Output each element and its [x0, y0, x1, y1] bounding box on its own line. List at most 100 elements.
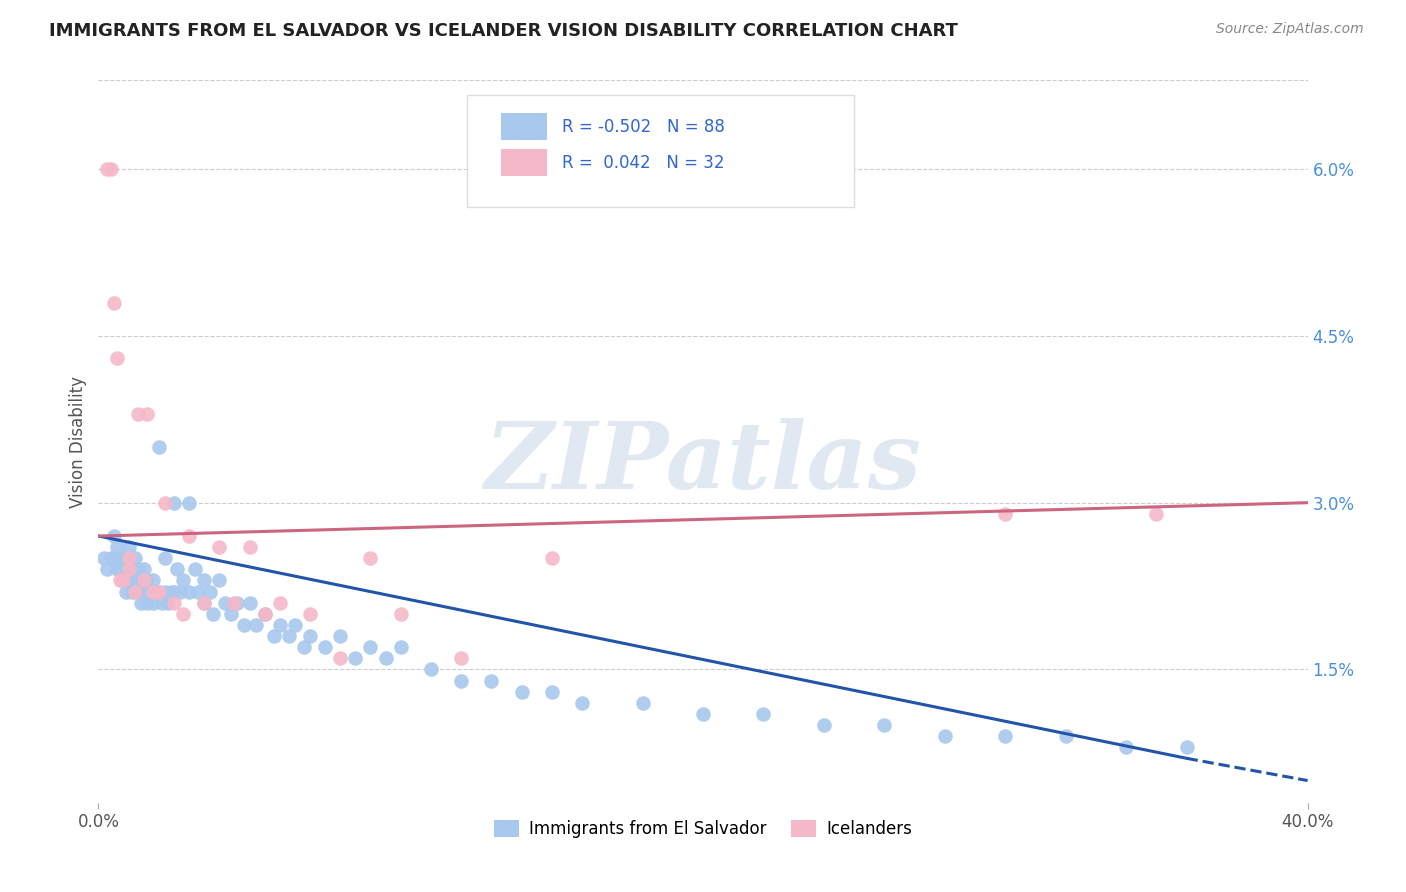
Point [314, 640, 336, 655]
Point [193, 596, 215, 610]
Point [118, 540, 141, 554]
Point [127, 562, 149, 576]
Point [344, 651, 367, 665]
Text: R =  0.042   N = 32: R = 0.042 N = 32 [561, 153, 724, 171]
Point [214, 596, 236, 610]
Point [93, 551, 115, 566]
Point [172, 607, 194, 621]
Point [153, 496, 176, 510]
Point [166, 562, 188, 576]
Point [129, 574, 152, 588]
Text: ZIPatlas: ZIPatlas [485, 418, 921, 508]
Point [277, 629, 299, 643]
Point [103, 551, 125, 566]
Point [299, 607, 322, 621]
Point [360, 640, 382, 655]
Point [813, 718, 835, 732]
Point [994, 507, 1017, 521]
Point [450, 673, 472, 688]
Point [96, 562, 118, 576]
Point [179, 584, 201, 599]
Point [124, 584, 146, 599]
Point [118, 551, 141, 566]
Point [105, 540, 128, 554]
Point [374, 651, 396, 665]
Text: Source: ZipAtlas.com: Source: ZipAtlas.com [1216, 22, 1364, 37]
Point [135, 596, 157, 610]
Point [481, 673, 503, 688]
Bar [501, 149, 547, 177]
Point [121, 584, 143, 599]
Point [135, 574, 157, 588]
Point [193, 596, 215, 610]
Point [450, 651, 472, 665]
Point [127, 584, 149, 599]
Point [202, 607, 225, 621]
Point [139, 584, 162, 599]
Point [631, 696, 654, 710]
Point [156, 596, 179, 610]
Point [100, 551, 122, 566]
Point [142, 574, 165, 588]
Point [132, 584, 155, 599]
Point [184, 562, 207, 576]
Point [114, 584, 136, 599]
Point [245, 618, 267, 632]
Point [269, 618, 291, 632]
Point [124, 574, 146, 588]
Point [96, 162, 118, 177]
Point [142, 596, 165, 610]
Point [221, 607, 243, 621]
Point [224, 596, 246, 610]
Point [200, 584, 222, 599]
Point [420, 662, 443, 676]
Point [153, 551, 176, 566]
Point [142, 584, 165, 599]
Point [232, 618, 254, 632]
Point [111, 551, 134, 566]
Point [105, 351, 128, 366]
Point [108, 562, 131, 576]
Point [1115, 740, 1137, 755]
Point [100, 162, 122, 177]
Point [253, 607, 276, 621]
Point [111, 574, 134, 588]
Point [111, 574, 134, 588]
Point [163, 584, 186, 599]
Legend: Immigrants from El Salvador, Icelanders: Immigrants from El Salvador, Icelanders [486, 814, 920, 845]
Bar [501, 112, 547, 140]
Point [172, 574, 194, 588]
Point [160, 584, 183, 599]
Point [752, 706, 775, 721]
Point [329, 629, 352, 643]
Point [226, 596, 249, 610]
Point [269, 596, 291, 610]
Point [121, 562, 143, 576]
Point [239, 540, 262, 554]
Point [994, 729, 1017, 743]
Point [1054, 729, 1077, 743]
Point [132, 562, 155, 576]
Point [934, 729, 956, 743]
FancyBboxPatch shape [467, 95, 855, 207]
Point [148, 584, 170, 599]
Point [208, 540, 231, 554]
Point [540, 684, 562, 698]
Point [153, 584, 176, 599]
Point [292, 640, 315, 655]
Point [103, 529, 125, 543]
Point [150, 596, 173, 610]
Point [108, 551, 131, 566]
Point [193, 574, 215, 588]
Point [118, 562, 141, 576]
Point [145, 584, 167, 599]
Point [208, 574, 231, 588]
Point [284, 618, 307, 632]
Text: R = -0.502   N = 88: R = -0.502 N = 88 [561, 118, 724, 136]
Point [135, 407, 157, 421]
Point [187, 584, 209, 599]
Point [103, 295, 125, 310]
Point [692, 706, 714, 721]
Point [124, 551, 146, 566]
Point [127, 407, 149, 421]
